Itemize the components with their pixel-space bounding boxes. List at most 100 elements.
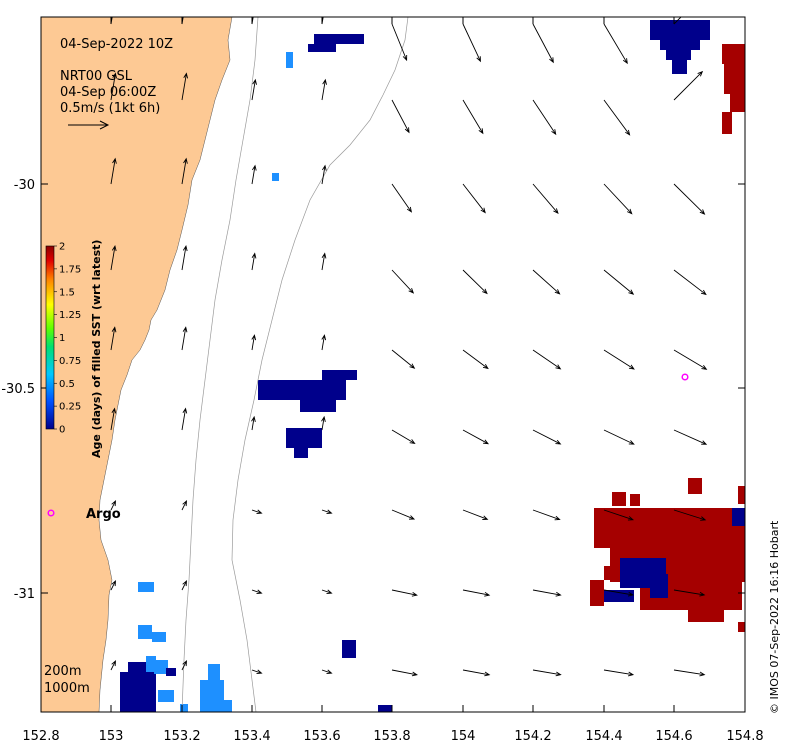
sst-age-cell — [724, 64, 745, 94]
current-arrow — [603, 99, 631, 136]
sst-age-cell — [730, 94, 745, 112]
sst-age-cell — [672, 60, 687, 74]
current-arrow — [251, 509, 263, 515]
current-arrow — [462, 99, 484, 135]
current-arrow — [391, 669, 418, 677]
current-arrow — [462, 269, 488, 295]
current-arrow — [603, 669, 635, 677]
sst-age-cell — [612, 492, 626, 506]
current-arrow — [603, 23, 628, 65]
sst-age-cell — [604, 590, 634, 602]
current-arrow — [532, 509, 561, 521]
colorbar-tick-label: 1.75 — [59, 264, 81, 275]
current-arrow — [462, 23, 481, 63]
current-arrow — [744, 510, 745, 511]
current-arrow — [181, 244, 188, 271]
plot-area — [40, 16, 746, 713]
current-arrows — [110, 17, 745, 677]
current-arrow — [532, 183, 559, 215]
sst-age-cell — [342, 640, 356, 658]
colorbar-ticks: 0 0.25 0.5 0.75 1 1.25 1.5 1.75 2 — [54, 242, 81, 436]
current-arrow — [462, 589, 491, 597]
sst-age-cell — [660, 40, 700, 50]
sst-age-cell — [166, 668, 176, 676]
current-arrow — [603, 269, 635, 295]
sst-age-cell — [732, 508, 745, 526]
current-arrow — [532, 269, 561, 295]
sst-age-cell — [314, 34, 364, 44]
coastline-land — [41, 17, 233, 712]
current-arrow — [744, 350, 745, 351]
current-arrow — [673, 349, 708, 370]
sst-age-cell — [154, 660, 168, 674]
y-tick-label: -30 — [14, 178, 35, 193]
sst-age-cell — [146, 656, 156, 672]
sst-age-cell — [630, 494, 640, 506]
product-name: NRT00 GSL — [60, 69, 133, 84]
current-arrow — [181, 500, 187, 511]
current-arrow — [532, 99, 557, 136]
current-arrow — [603, 183, 633, 215]
current-arrow — [532, 349, 562, 370]
argo-float-marker — [47, 509, 55, 517]
sst-age-cell — [308, 44, 336, 52]
current-arrow — [110, 244, 117, 271]
current-arrow — [462, 183, 486, 214]
product-time: 04-Sep 06:00Z — [60, 85, 156, 100]
title-block: 04-Sep-2022 10Z NRT00 GSL 04-Sep 06:00Z … — [60, 37, 173, 130]
current-arrow — [181, 660, 187, 671]
sst-age-cell — [688, 610, 724, 622]
current-arrow — [321, 17, 324, 25]
sst-age-cell — [138, 625, 152, 639]
colorbar-tick-label: 0 — [59, 425, 65, 436]
x-tick-label: 154.4 — [585, 729, 622, 744]
sst-age-cell — [738, 622, 745, 632]
sst-age-cell — [322, 370, 357, 380]
sst-age-cell — [650, 574, 668, 598]
sst-age-cell — [378, 705, 392, 712]
sst-age-cell — [650, 20, 710, 40]
current-arrow — [673, 509, 707, 521]
colorbar-tick-label: 1 — [59, 333, 65, 344]
current-arrow — [251, 17, 254, 25]
sst-age-cell — [286, 52, 293, 68]
isobath-1000m-label: 1000m — [44, 681, 90, 696]
scale-arrow — [68, 120, 110, 130]
sst-age-cell — [286, 428, 322, 448]
current-arrow — [462, 669, 491, 677]
y-tick-label: -31 — [14, 587, 35, 602]
x-tick-label: 153 — [99, 729, 124, 744]
x-tick-label: 154.6 — [655, 729, 692, 744]
sst-age-cell — [272, 173, 279, 181]
sst-age-cell — [604, 566, 616, 580]
current-arrow — [181, 326, 188, 351]
current-arrow — [532, 669, 562, 677]
current-arrow — [391, 349, 416, 369]
current-arrow — [321, 164, 327, 185]
sst-age-cell — [128, 662, 148, 672]
current-arrow — [110, 500, 116, 511]
sst-age-cell — [138, 582, 154, 592]
colorbar: 0 0.25 0.5 0.75 1 1.25 1.5 1.75 2 Age (days) of … — [45, 240, 103, 458]
argo-markers: Argo — [47, 373, 689, 522]
current-arrow — [251, 252, 257, 271]
x-tick-label: 153.8 — [373, 729, 410, 744]
sst-age-cell — [294, 448, 308, 458]
current-arrow — [321, 252, 327, 271]
current-arrow — [110, 326, 117, 351]
current-arrow — [391, 429, 416, 445]
current-arrow — [181, 407, 188, 431]
argo-label: Argo — [86, 507, 121, 522]
current-arrow — [321, 78, 327, 101]
current-arrow — [603, 429, 635, 445]
colorbar-tick-label: 2 — [59, 242, 65, 253]
x-tick-label: 153.4 — [233, 729, 270, 744]
sst-age-cell — [722, 112, 732, 134]
x-tick-label: 152.8 — [22, 729, 59, 744]
current-arrow — [391, 183, 413, 213]
current-arrow — [321, 669, 333, 675]
current-arrow — [673, 669, 706, 677]
current-arrow — [110, 17, 113, 25]
current-arrow — [251, 589, 263, 595]
